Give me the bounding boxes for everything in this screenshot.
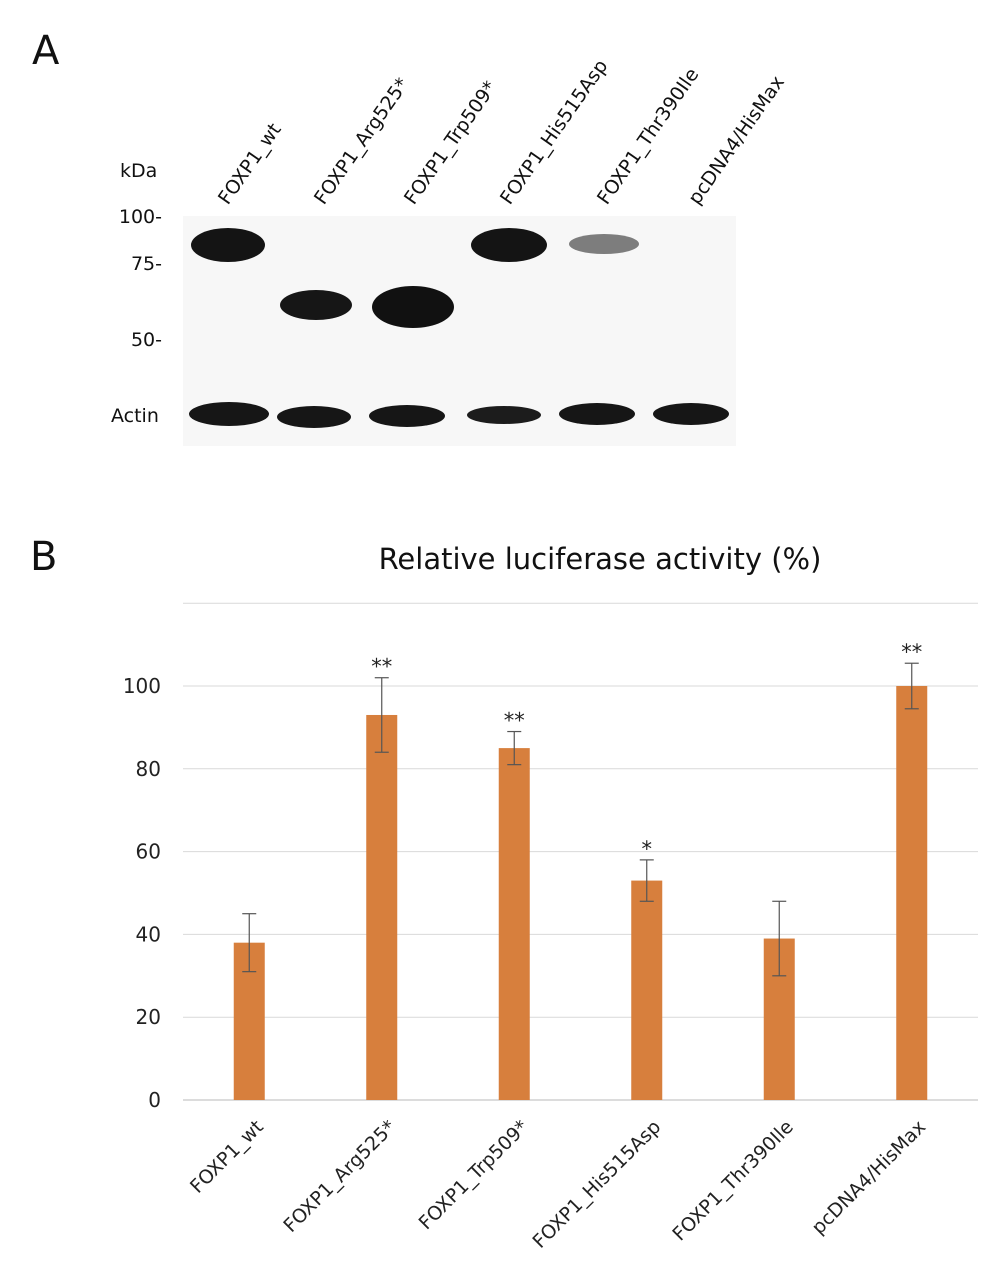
band-wt [191, 228, 265, 262]
bar [631, 880, 663, 1100]
x-tick-label: FOXP1_Trp509* [415, 1116, 533, 1234]
band-thr390ile [569, 234, 639, 254]
marker-75: 75- [130, 253, 162, 275]
y-tick-label: 20 [136, 1005, 161, 1029]
actin-band-5 [559, 403, 635, 425]
band-trp509 [372, 286, 454, 328]
marker-100: 100- [118, 206, 162, 228]
y-tick-label: 40 [136, 922, 161, 946]
actin-band-2 [277, 406, 351, 428]
bar [896, 686, 928, 1100]
x-tick-label: FOXP1_wt [186, 1116, 268, 1198]
bar [366, 714, 398, 1100]
actin-label: Actin [111, 405, 159, 427]
chart-title: Relative luciferase activity (%) [378, 542, 822, 576]
significance-marker: * [642, 837, 653, 861]
marker-50: 50- [130, 329, 162, 351]
significance-marker: ** [371, 655, 392, 679]
actin-band-6 [653, 403, 729, 425]
actin-band-4 [467, 406, 541, 424]
x-tick-label: FOXP1_Thr390Ile [668, 1116, 797, 1245]
y-tick-label: 100 [123, 674, 161, 698]
western-blot [183, 216, 736, 446]
band-his515asp [471, 228, 547, 262]
y-tick-label: 80 [136, 757, 161, 781]
y-tick-label: 60 [136, 840, 161, 864]
band-arg525 [280, 290, 352, 320]
panel-b-letter: B [30, 534, 58, 580]
y-tick-label: 0 [148, 1088, 161, 1112]
x-tick-label: pcDNA4/HisMax [808, 1116, 931, 1239]
actin-band-1 [189, 402, 269, 426]
bar [498, 748, 530, 1100]
significance-marker: ** [901, 640, 922, 664]
x-tick-label: FOXP1_Arg525* [279, 1116, 400, 1237]
x-tick-label: FOXP1_His515Asp [529, 1116, 666, 1253]
kda-label: kDa [120, 160, 158, 182]
panel-a-letter: A [32, 28, 60, 74]
actin-band-3 [369, 405, 445, 427]
significance-marker: ** [504, 709, 525, 733]
